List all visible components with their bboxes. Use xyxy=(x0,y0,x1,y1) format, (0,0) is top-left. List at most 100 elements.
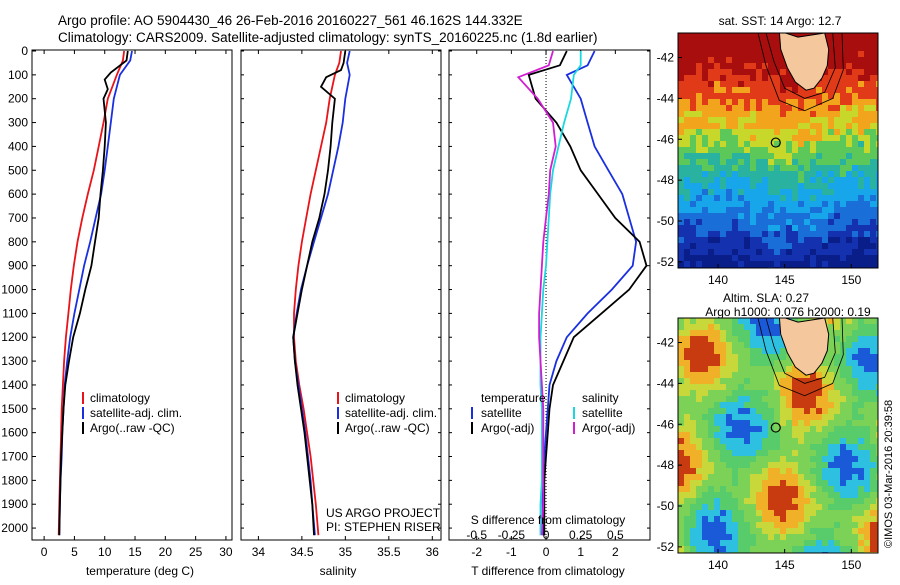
map-cell xyxy=(696,177,702,183)
map-cell xyxy=(708,81,714,87)
map-cell xyxy=(720,432,726,438)
map-cell xyxy=(756,330,762,336)
map-cell xyxy=(810,87,816,93)
map-cell xyxy=(792,378,798,384)
map-cell xyxy=(774,456,780,462)
map-cell xyxy=(834,39,840,45)
map-cell xyxy=(858,510,864,516)
map-cell xyxy=(684,219,690,225)
map-cell xyxy=(750,462,756,468)
map-cell xyxy=(816,396,822,402)
map-cell xyxy=(792,426,798,432)
map-cell xyxy=(870,87,876,93)
map-cell xyxy=(834,141,840,147)
map-cell xyxy=(762,225,768,231)
map-cell xyxy=(768,99,774,105)
map-cell xyxy=(846,378,852,384)
map-cell xyxy=(678,69,684,75)
map-cell xyxy=(864,546,870,552)
map-cell xyxy=(810,195,816,201)
map-cell xyxy=(750,255,756,261)
map-cell xyxy=(738,354,744,360)
map-cell xyxy=(834,330,840,336)
map-cell xyxy=(732,336,738,342)
map-cell xyxy=(714,219,720,225)
map-cell xyxy=(834,432,840,438)
map-cell xyxy=(756,468,762,474)
map-cell xyxy=(780,534,786,540)
map-cell xyxy=(726,129,732,135)
map-cell xyxy=(870,390,876,396)
map-cell xyxy=(714,63,720,69)
map-cell xyxy=(738,237,744,243)
map-cell xyxy=(840,249,846,255)
map-cell xyxy=(810,171,816,177)
map-cell xyxy=(846,81,852,87)
map-cell xyxy=(816,444,822,450)
map-cell xyxy=(756,195,762,201)
map-cell xyxy=(816,99,822,105)
map-cell xyxy=(792,498,798,504)
map-cell xyxy=(720,324,726,330)
map-cell xyxy=(864,141,870,147)
map-cell xyxy=(756,189,762,195)
map-cell xyxy=(792,213,798,219)
map-cell xyxy=(828,402,834,408)
map-cell xyxy=(870,63,876,69)
map-cell xyxy=(816,510,822,516)
map-cell xyxy=(780,546,786,552)
map-cell xyxy=(720,336,726,342)
map-cell xyxy=(828,249,834,255)
map-cell xyxy=(792,243,798,249)
map-cell xyxy=(726,117,732,123)
map-cell xyxy=(762,219,768,225)
map-cell xyxy=(816,528,822,534)
map-cell xyxy=(798,183,804,189)
map-cell xyxy=(870,123,876,129)
map-cell xyxy=(702,396,708,402)
map-cell xyxy=(822,141,828,147)
map-cell xyxy=(708,354,714,360)
map-cell xyxy=(780,378,786,384)
map-cell xyxy=(804,213,810,219)
map-cell xyxy=(858,177,864,183)
map-cell xyxy=(684,360,690,366)
map-cell xyxy=(798,438,804,444)
map-cell xyxy=(786,75,792,81)
map-cell xyxy=(684,69,690,75)
map-cell xyxy=(774,81,780,87)
map-cell xyxy=(822,231,828,237)
map-cell xyxy=(876,141,878,147)
map-cell xyxy=(738,123,744,129)
map-cell xyxy=(852,69,858,75)
map-cell xyxy=(732,318,738,324)
map-cell xyxy=(858,75,864,81)
map-cell xyxy=(798,444,804,450)
map-cell xyxy=(678,336,684,342)
map-cell xyxy=(768,129,774,135)
map-cell xyxy=(756,135,762,141)
map-cell xyxy=(804,480,810,486)
map-cell xyxy=(822,408,828,414)
map-cell xyxy=(852,75,858,81)
map-cell xyxy=(852,111,858,117)
map-cell xyxy=(816,504,822,510)
map-cell xyxy=(726,153,732,159)
map-cell xyxy=(756,51,762,57)
map-cell xyxy=(810,534,816,540)
map-cell xyxy=(738,378,744,384)
map-cell xyxy=(768,396,774,402)
map-cell xyxy=(720,147,726,153)
map-cell xyxy=(870,354,876,360)
map-cell xyxy=(768,318,774,324)
map-cell xyxy=(774,336,780,342)
map-cell xyxy=(858,420,864,426)
map-cell xyxy=(702,171,708,177)
map-cell xyxy=(750,408,756,414)
map-cell xyxy=(858,372,864,378)
map-cell xyxy=(846,372,852,378)
map-cell xyxy=(792,408,798,414)
map-cell xyxy=(852,510,858,516)
map-cell xyxy=(804,468,810,474)
map-cell xyxy=(876,420,878,426)
